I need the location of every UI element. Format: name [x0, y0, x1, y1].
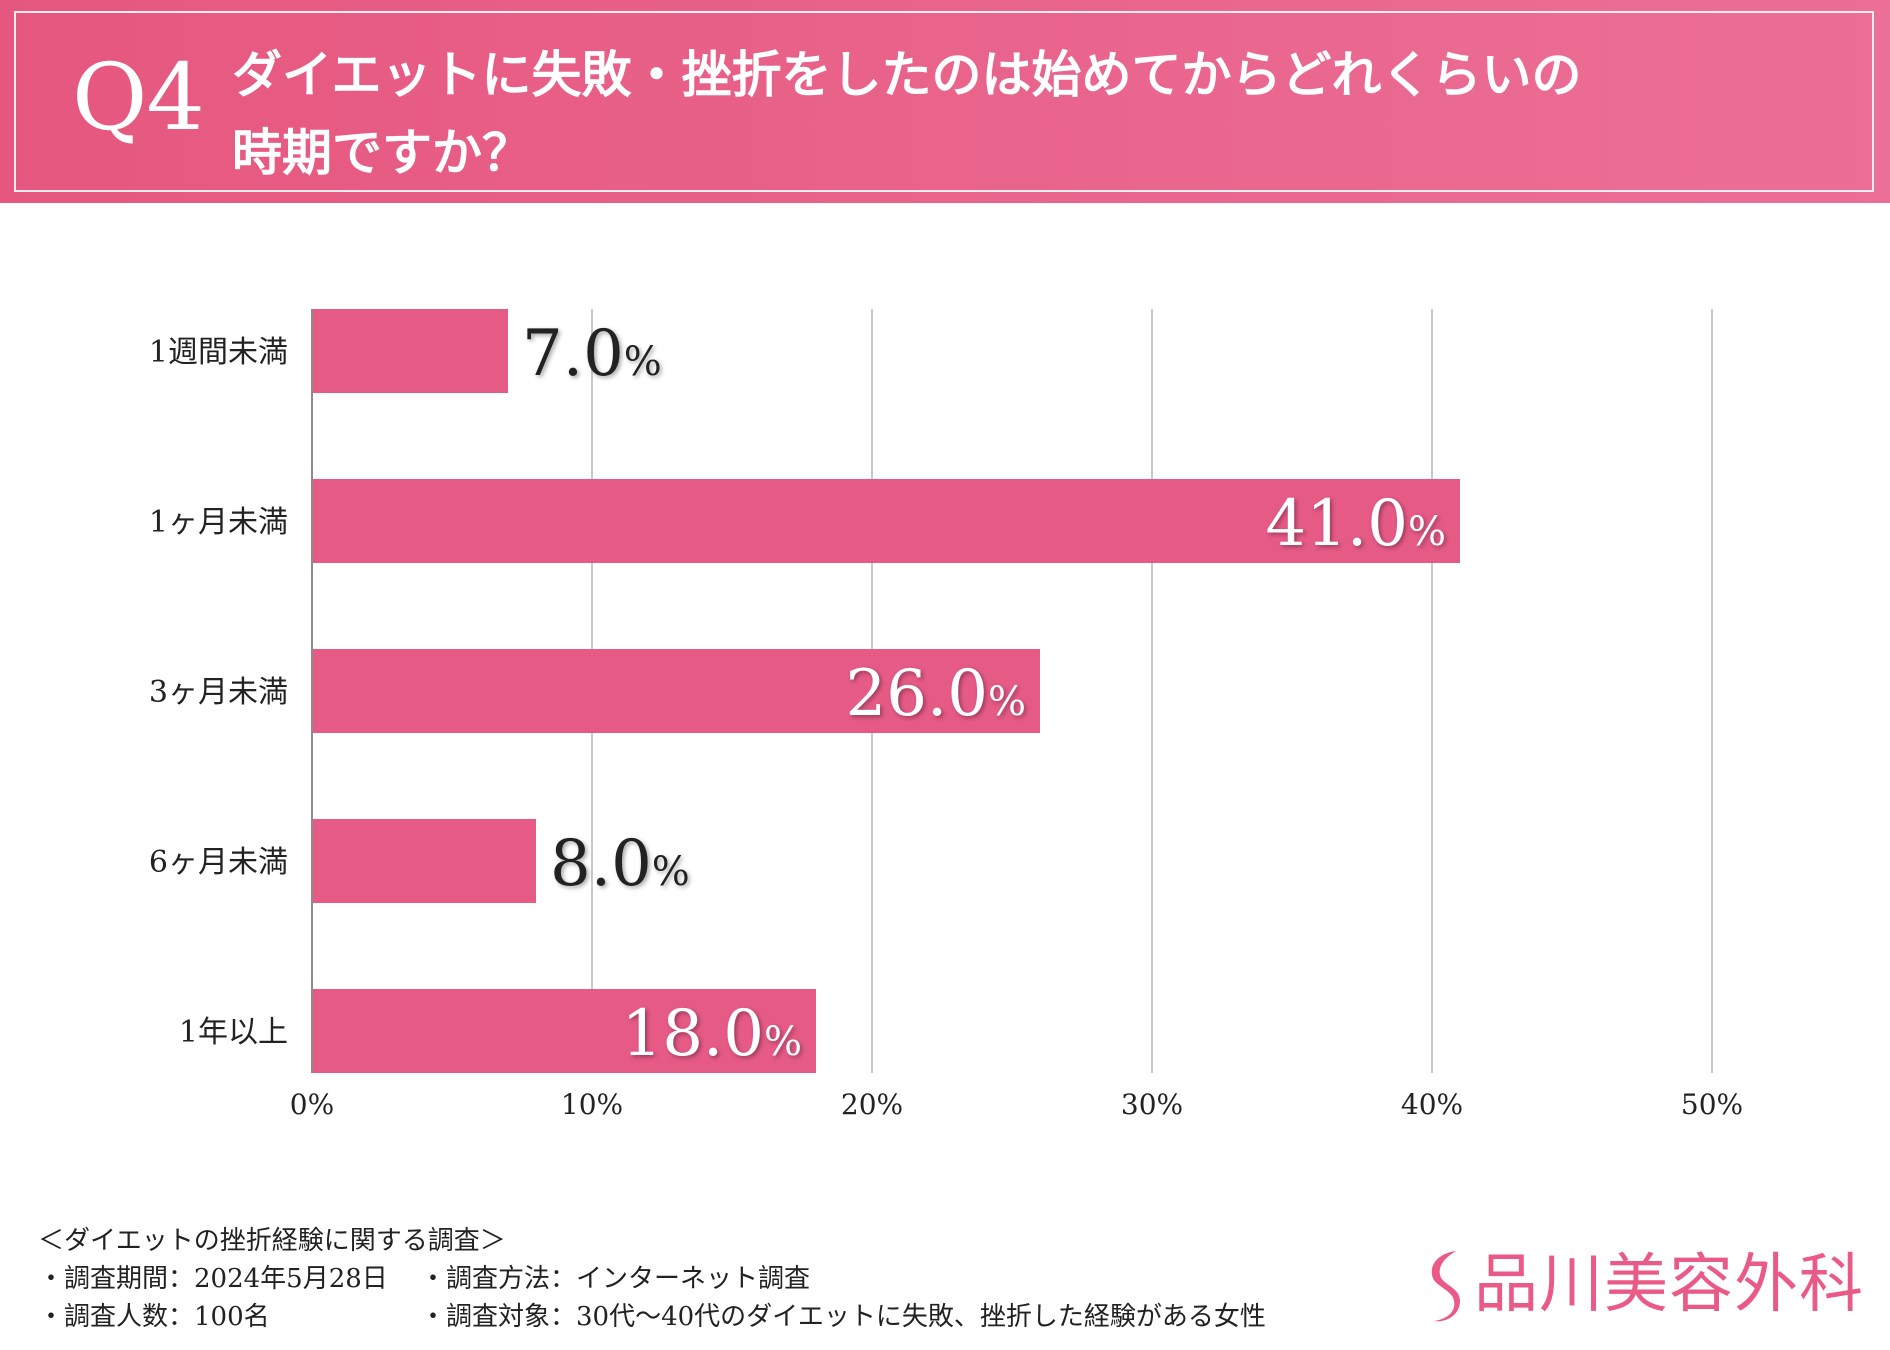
value-label: 26.0%: [845, 657, 1026, 731]
value-unit: %: [624, 339, 662, 385]
survey-respondents: ・調査人数：100名: [38, 1302, 270, 1332]
survey-target: ・調査対象：30代〜40代のダイエットに失敗、挫折した経験がある女性: [420, 1302, 1266, 1332]
bar: [312, 989, 816, 1073]
survey-footer: ＜ダイエットの挫折経験に関する調査＞ ・調査期間：2024年5月28日 ・調査方…: [38, 1222, 1266, 1336]
survey-period: ・調査期間：2024年5月28日: [38, 1264, 388, 1294]
question-number: Q4: [72, 44, 205, 151]
bars: [312, 309, 1460, 1073]
value-label: 18.0%: [621, 997, 802, 1071]
category-label: 1年以上: [179, 1015, 288, 1050]
question-title: ダイエットに失敗・挫折をしたのは始めてからどれくらいの 時期ですか？: [232, 36, 1842, 192]
category-label: 6ヶ月未満: [149, 845, 288, 880]
x-tick-labels: 0% 10% 20% 30% 40% 50%: [290, 1088, 1743, 1121]
category-label: 3ヶ月未満: [149, 675, 288, 710]
survey-title: ＜ダイエットの挫折経験に関する調査＞: [38, 1226, 506, 1256]
value-label: 7.0%: [522, 317, 662, 391]
survey-row-1: ・調査期間：2024年5月28日 ・調査方法：インターネット調査: [38, 1260, 810, 1298]
x-tick-label: 0%: [290, 1088, 334, 1121]
value-number: 18.0: [621, 997, 764, 1071]
x-tick-label: 20%: [841, 1088, 903, 1121]
value-unit: %: [652, 849, 690, 895]
header-frame: [14, 11, 1874, 192]
category-label: 1ヶ月未満: [149, 505, 288, 540]
survey-row-2: ・調査人数：100名 ・調査対象：30代〜40代のダイエットに失敗、挫折した経験…: [38, 1298, 1266, 1336]
bar: [312, 819, 536, 903]
value-unit: %: [1408, 509, 1446, 555]
value-unit: %: [764, 1019, 802, 1065]
x-tick-label: 30%: [1121, 1088, 1183, 1121]
s-swoosh-logo-icon: [1431, 1251, 1460, 1322]
header-banner: Q4 ダイエットに失敗・挫折をしたのは始めてからどれくらいの 時期ですか？: [0, 0, 1890, 203]
question-title-line-2: 時期ですか？: [232, 123, 532, 182]
x-tick-label: 50%: [1681, 1088, 1743, 1121]
category-labels: 1週間未満 1ヶ月未満 3ヶ月未満 6ヶ月未満 1年以上: [149, 335, 288, 1050]
brand-name: 品川美容外科: [1474, 1248, 1864, 1322]
bar: [312, 649, 1040, 733]
bar: [312, 309, 508, 393]
survey-method: ・調査方法：インターネット調査: [420, 1264, 811, 1294]
value-number: 7.0: [522, 317, 624, 391]
value-number: 8.0: [550, 827, 652, 901]
question-title-line-1: ダイエットに失敗・挫折をしたのは始めてからどれくらいの: [232, 45, 1582, 104]
value-label: 8.0%: [550, 827, 690, 901]
brand-logo: 品川美容外科: [1422, 1245, 1864, 1325]
value-label: 41.0%: [1265, 487, 1446, 561]
value-number: 41.0: [1265, 487, 1408, 561]
x-tick-label: 40%: [1401, 1088, 1463, 1121]
bar-chart: 7.0%41.0%26.0%8.0%18.0% 1週間未満1ヶ月未満3ヶ月未満6…: [149, 309, 1743, 1121]
value-unit: %: [988, 679, 1026, 725]
x-tick-label: 10%: [561, 1088, 623, 1121]
value-number: 26.0: [845, 657, 988, 731]
bar: [312, 479, 1460, 563]
value-labels: 7.0%41.0%26.0%8.0%18.0%: [522, 317, 1446, 1071]
category-label: 1週間未満: [149, 335, 288, 370]
